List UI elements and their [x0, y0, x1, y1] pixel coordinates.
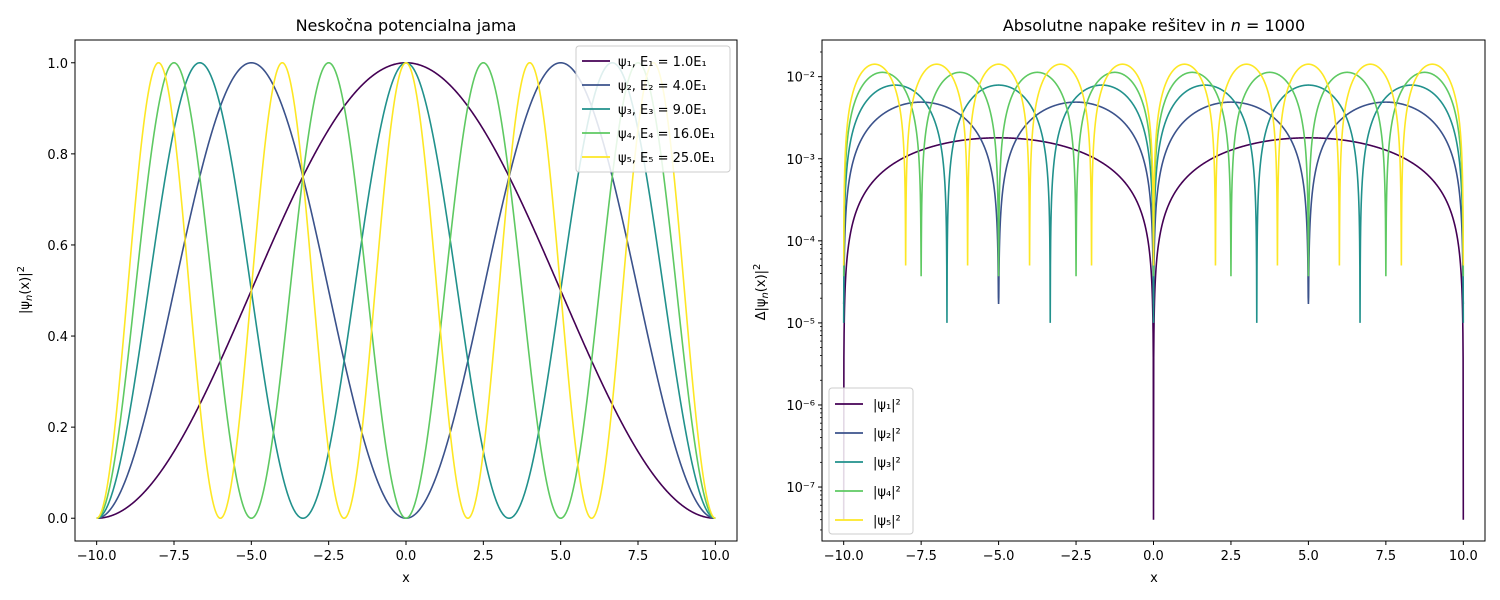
right-chart-xtick-label: 0.0 [1143, 549, 1164, 564]
left-chart-plot-area: −10.0 −7.5 −5.0 −2.5 0.0 2.5 5.0 7.5 10.0 0.0 0.2 0… [47, 39, 738, 564]
left-chart-legend-label: ψ₃, E₃ = 9.0E₁ [618, 103, 707, 118]
left-chart-ytick-label: 0.4 [47, 330, 68, 345]
left-chart-xtick-label: 10.0 [701, 549, 730, 564]
right-chart-title: Absolutne napake rešitev in n = 1000 [1003, 16, 1305, 35]
right-chart-series-psi4-line [842, 71, 1465, 277]
right-chart-legend-box [828, 387, 914, 535]
right-chart-series-psi5-line [842, 63, 1465, 266]
right-chart-ylabel: Δ|ψn(x)|2 [752, 264, 771, 321]
right-chart-xtick-label: 2.5 [1221, 549, 1242, 564]
left-chart-legend-label: ψ₅, E₅ = 25.0E₁ [618, 151, 715, 166]
left-chart-ytick-label: 0.8 [47, 148, 68, 163]
right-chart-ytick-label: 10⁻² [786, 71, 815, 86]
left-chart: Neskočna potencialna jama x |ψn(x)|2 −10… [16, 16, 738, 586]
left-chart-title: Neskočna potencialna jama [296, 16, 517, 35]
right-chart-legend-label: |ψ₁|² [873, 398, 901, 413]
right-chart-legend: |ψ₁|² |ψ₂|² |ψ₃|² |ψ₄|² |ψ₅|² [828, 387, 914, 535]
right-chart-series-psi3-line [842, 84, 1465, 323]
right-chart-xtick-label: −5.0 [983, 549, 1015, 564]
left-chart-xlabel: x [402, 571, 410, 586]
right-chart-plot-area: −10.0 −7.5 −5.0 −2.5 0.0 2.5 5.0 7.5 10.0 10⁻⁷ 10⁻… [786, 39, 1486, 564]
right-chart-ytick-label: 10⁻⁴ [786, 235, 815, 250]
right-chart-xtick-label: −7.5 [905, 549, 937, 564]
left-chart-xtick-label: 7.5 [628, 549, 649, 564]
left-chart-ytick-label: 0.6 [47, 239, 68, 254]
right-chart-ytick-label: 10⁻⁷ [786, 481, 815, 496]
right-chart-legend-label: |ψ₄|² [873, 485, 901, 500]
right-chart-xlabel: x [1150, 571, 1158, 586]
right-chart-ytick-label: 10⁻⁵ [786, 317, 815, 332]
left-chart-legend-label: ψ₁, E₁ = 1.0E₁ [618, 55, 707, 70]
left-chart-xtick-label: −10.0 [77, 549, 117, 564]
left-chart-legend-box [575, 45, 731, 173]
right-chart-xtick-label: −2.5 [1060, 549, 1092, 564]
right-chart-legend-label: |ψ₂|² [873, 427, 901, 442]
left-chart-xtick-label: −7.5 [158, 549, 190, 564]
right-chart-xtick-label: 10.0 [1449, 549, 1478, 564]
left-chart-series-psi4-line [96, 61, 716, 520]
left-chart-xtick-label: 5.0 [550, 549, 571, 564]
right-chart-legend-label: |ψ₅|² [873, 514, 901, 529]
right-chart-legend-label: |ψ₃|² [873, 456, 901, 471]
left-chart-ytick-label: 0.0 [47, 512, 68, 527]
right-chart-xtick-label: 7.5 [1376, 549, 1397, 564]
left-chart-ytick-label: 1.0 [47, 57, 68, 72]
right-chart-ytick-label: 10⁻⁶ [786, 399, 815, 414]
left-chart-ytick-label: 0.2 [47, 421, 68, 436]
right-chart: Absolutne napake rešitev in n = 1000 x Δ… [752, 16, 1486, 586]
left-chart-xtick-label: 0.0 [396, 549, 417, 564]
left-chart-legend-label: ψ₂, E₂ = 4.0E₁ [618, 79, 707, 94]
left-chart-xtick-label: −5.0 [236, 549, 268, 564]
right-chart-series-psi1-line [842, 137, 1465, 520]
right-chart-ytick-label: 10⁻³ [786, 153, 815, 168]
left-chart-legend: ψ₁, E₁ = 1.0E₁ ψ₂, E₂ = 4.0E₁ ψ₃, E₃ = 9.0… [575, 45, 731, 173]
right-chart-xtick-label: 5.0 [1298, 549, 1319, 564]
left-chart-xtick-label: −2.5 [313, 549, 345, 564]
left-chart-ylabel: |ψn(x)|2 [16, 266, 35, 314]
left-chart-legend-label: ψ₄, E₄ = 16.0E₁ [618, 127, 715, 142]
left-chart-xtick-label: 2.5 [473, 549, 494, 564]
right-chart-xtick-label: −10.0 [824, 549, 864, 564]
left-chart-series-psi5-line [96, 61, 716, 520]
